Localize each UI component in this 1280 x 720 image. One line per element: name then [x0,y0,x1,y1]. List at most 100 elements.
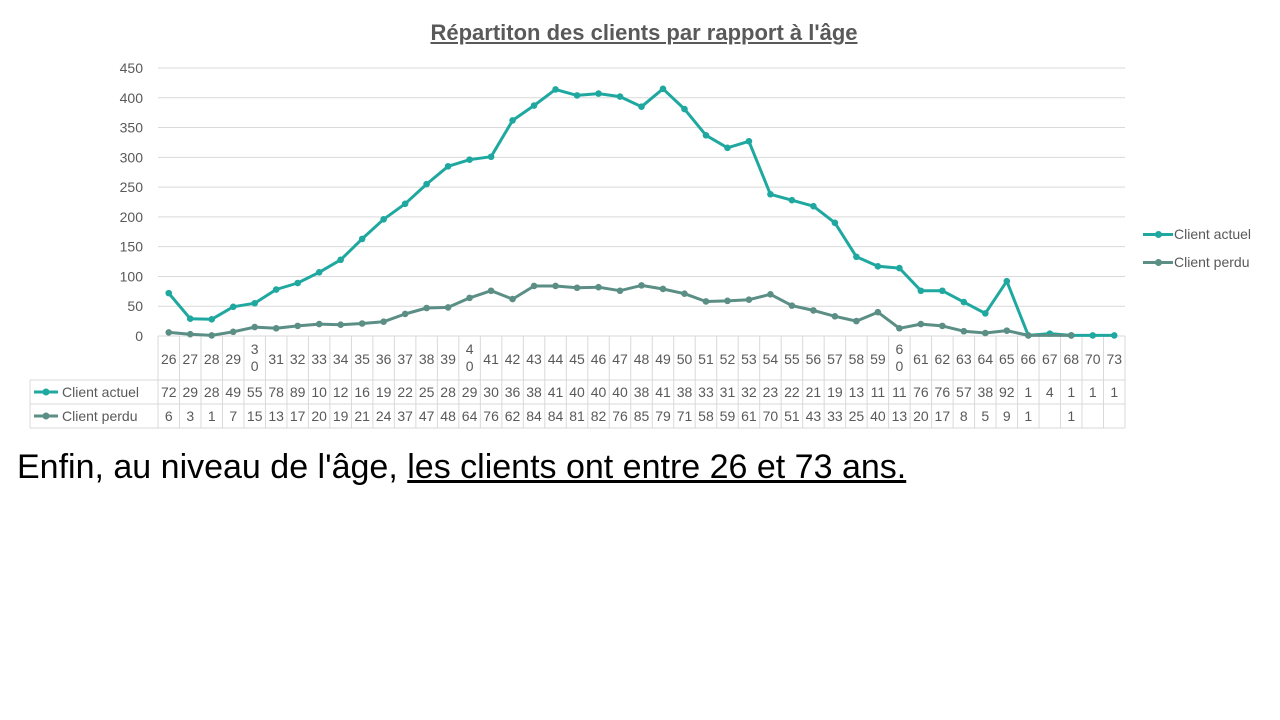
x-tick-label: 51 [698,351,714,367]
data-point-client-perdu [595,283,602,291]
table-cell: 71 [677,408,693,424]
data-point-client-perdu [423,304,430,312]
x-tick-label: 54 [763,351,779,367]
x-tick-label: 57 [827,351,843,367]
data-point-client-perdu [1025,332,1032,339]
data-point-client-perdu [745,296,753,303]
table-row-label: Client actuel [62,384,139,400]
data-point-client-actuel [315,268,323,276]
table-cell: 1 [1024,408,1032,424]
data-point-client-perdu [616,287,624,295]
table-cell: 51 [784,408,800,424]
x-tick-label: 26 [161,351,177,367]
x-tick-label: 48 [634,351,650,367]
data-point-client-perdu [358,320,366,327]
x-tick-label: 39 [440,351,456,367]
table-cell: 59 [720,408,736,424]
table-cell: 72 [161,384,177,400]
y-tick-label: 0 [135,328,143,344]
data-point-client-actuel [487,153,495,161]
table-cell: 43 [806,408,822,424]
data-point-client-actuel [896,264,903,272]
data-point-client-perdu [530,282,538,290]
y-tick-label: 200 [120,209,144,225]
data-point-client-actuel [509,117,516,124]
x-tick-label: 46 [591,351,607,367]
table-cell: 48 [440,408,456,424]
data-point-client-actuel [251,299,258,307]
x-tick-label: 59 [870,351,886,367]
table-cell: 55 [247,384,263,400]
data-point-client-perdu [272,324,280,332]
table-cell: 19 [827,384,843,400]
table-cell: 79 [655,408,671,424]
table-cell: 58 [698,408,714,424]
table-cell: 76 [913,384,929,400]
table-cell: 64 [462,408,478,424]
data-point-client-perdu [960,327,968,335]
data-point-client-perdu [724,297,731,305]
table-cell: 32 [741,384,757,400]
gridlines [158,67,1125,307]
table-cell: 17 [935,408,951,424]
table-cell: 40 [612,384,628,400]
x-tick-label: 73 [1106,351,1122,367]
data-point-client-actuel [960,298,968,306]
table-cell: 7 [229,408,237,424]
x-tick-label: 36 [376,351,392,367]
table-cell: 24 [376,408,392,424]
table-cell: 37 [397,408,413,424]
table-cell: 11 [871,384,886,400]
table-cell: 40 [591,384,607,400]
table-cell: 38 [677,384,693,400]
legend-swatch-client-actuel [1143,227,1173,241]
table-cell: 15 [247,408,263,424]
data-point-client-actuel [337,256,344,264]
data-point-client-actuel [702,131,710,139]
table-cell: 38 [634,384,650,400]
table-cell: 21 [354,408,370,424]
data-point-client-actuel [595,90,602,97]
data-point-client-perdu [186,330,194,338]
table-cell: 19 [376,384,392,400]
data-point-client-actuel [444,162,452,170]
data-point-client-actuel [229,303,237,311]
data-point-client-actuel [917,287,925,295]
data-point-client-perdu [638,282,645,289]
data-point-client-actuel [186,315,194,323]
table-cell: 76 [612,408,628,424]
table-cell: 31 [720,384,736,400]
data-point-client-perdu [229,328,237,336]
data-point-client-actuel [788,196,796,204]
table-cell: 76 [935,384,951,400]
x-tick-label: 56 [806,351,822,367]
data-point-client-perdu [466,294,473,302]
table-cell: 4 [1046,384,1054,400]
x-tick-label: 47 [612,351,628,367]
table-cell: 25 [419,384,435,400]
table-cell: 28 [204,384,220,400]
data-point-client-perdu [702,298,710,305]
table-cell: 13 [892,408,908,424]
data-point-client-perdu [853,317,860,325]
data-point-client-actuel [552,86,559,93]
data-point-client-perdu [659,285,667,293]
x-tick-label: 64 [978,351,994,367]
data-point-client-actuel [853,253,860,261]
table-cell: 28 [440,384,456,400]
data-point-client-perdu [380,318,387,326]
data-point-client-actuel [423,180,430,188]
data-point-client-actuel [380,215,387,223]
x-tick-label: 53 [741,351,757,367]
table-cell: 47 [419,408,435,424]
table-cell: 92 [999,384,1015,400]
table-cell: 1 [1067,408,1075,424]
data-point-client-actuel [272,286,280,293]
y-tick-label: 100 [120,268,144,284]
table-cell: 11 [892,384,907,400]
x-tick-label: 34 [333,351,349,367]
table-cell: 1 [1089,384,1097,400]
